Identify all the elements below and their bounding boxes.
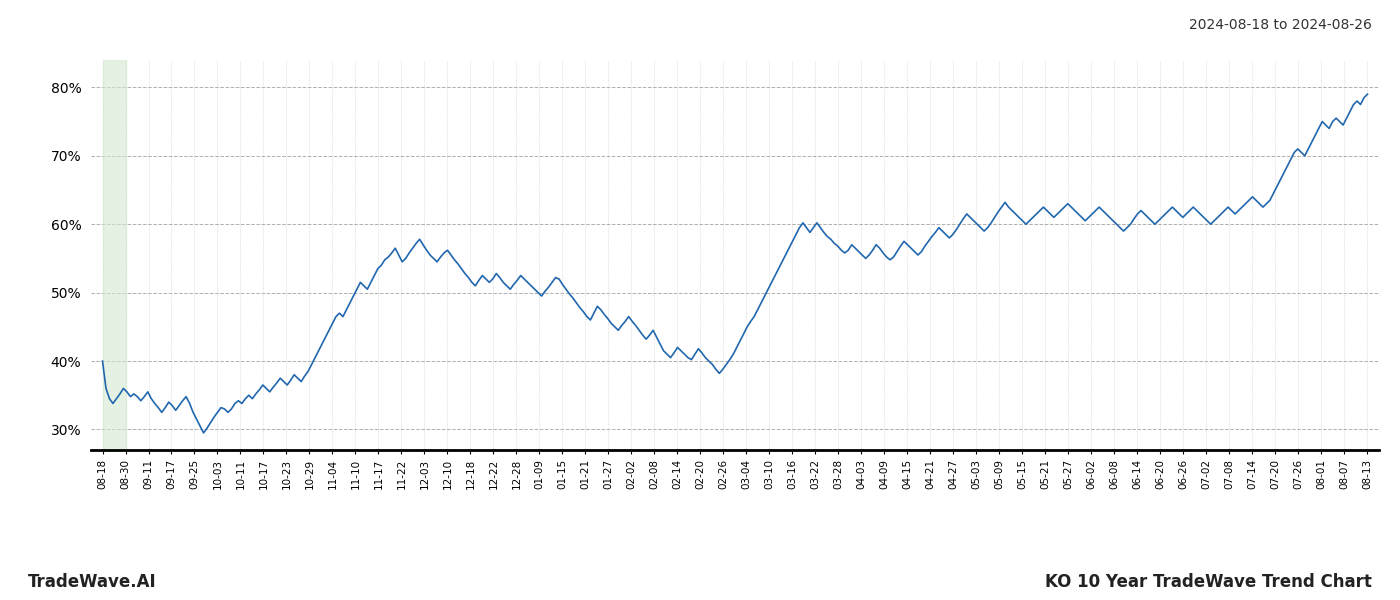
Text: 2024-08-18 to 2024-08-26: 2024-08-18 to 2024-08-26 <box>1189 18 1372 32</box>
Bar <box>102 60 126 450</box>
Text: KO 10 Year TradeWave Trend Chart: KO 10 Year TradeWave Trend Chart <box>1046 573 1372 591</box>
Text: TradeWave.AI: TradeWave.AI <box>28 573 157 591</box>
